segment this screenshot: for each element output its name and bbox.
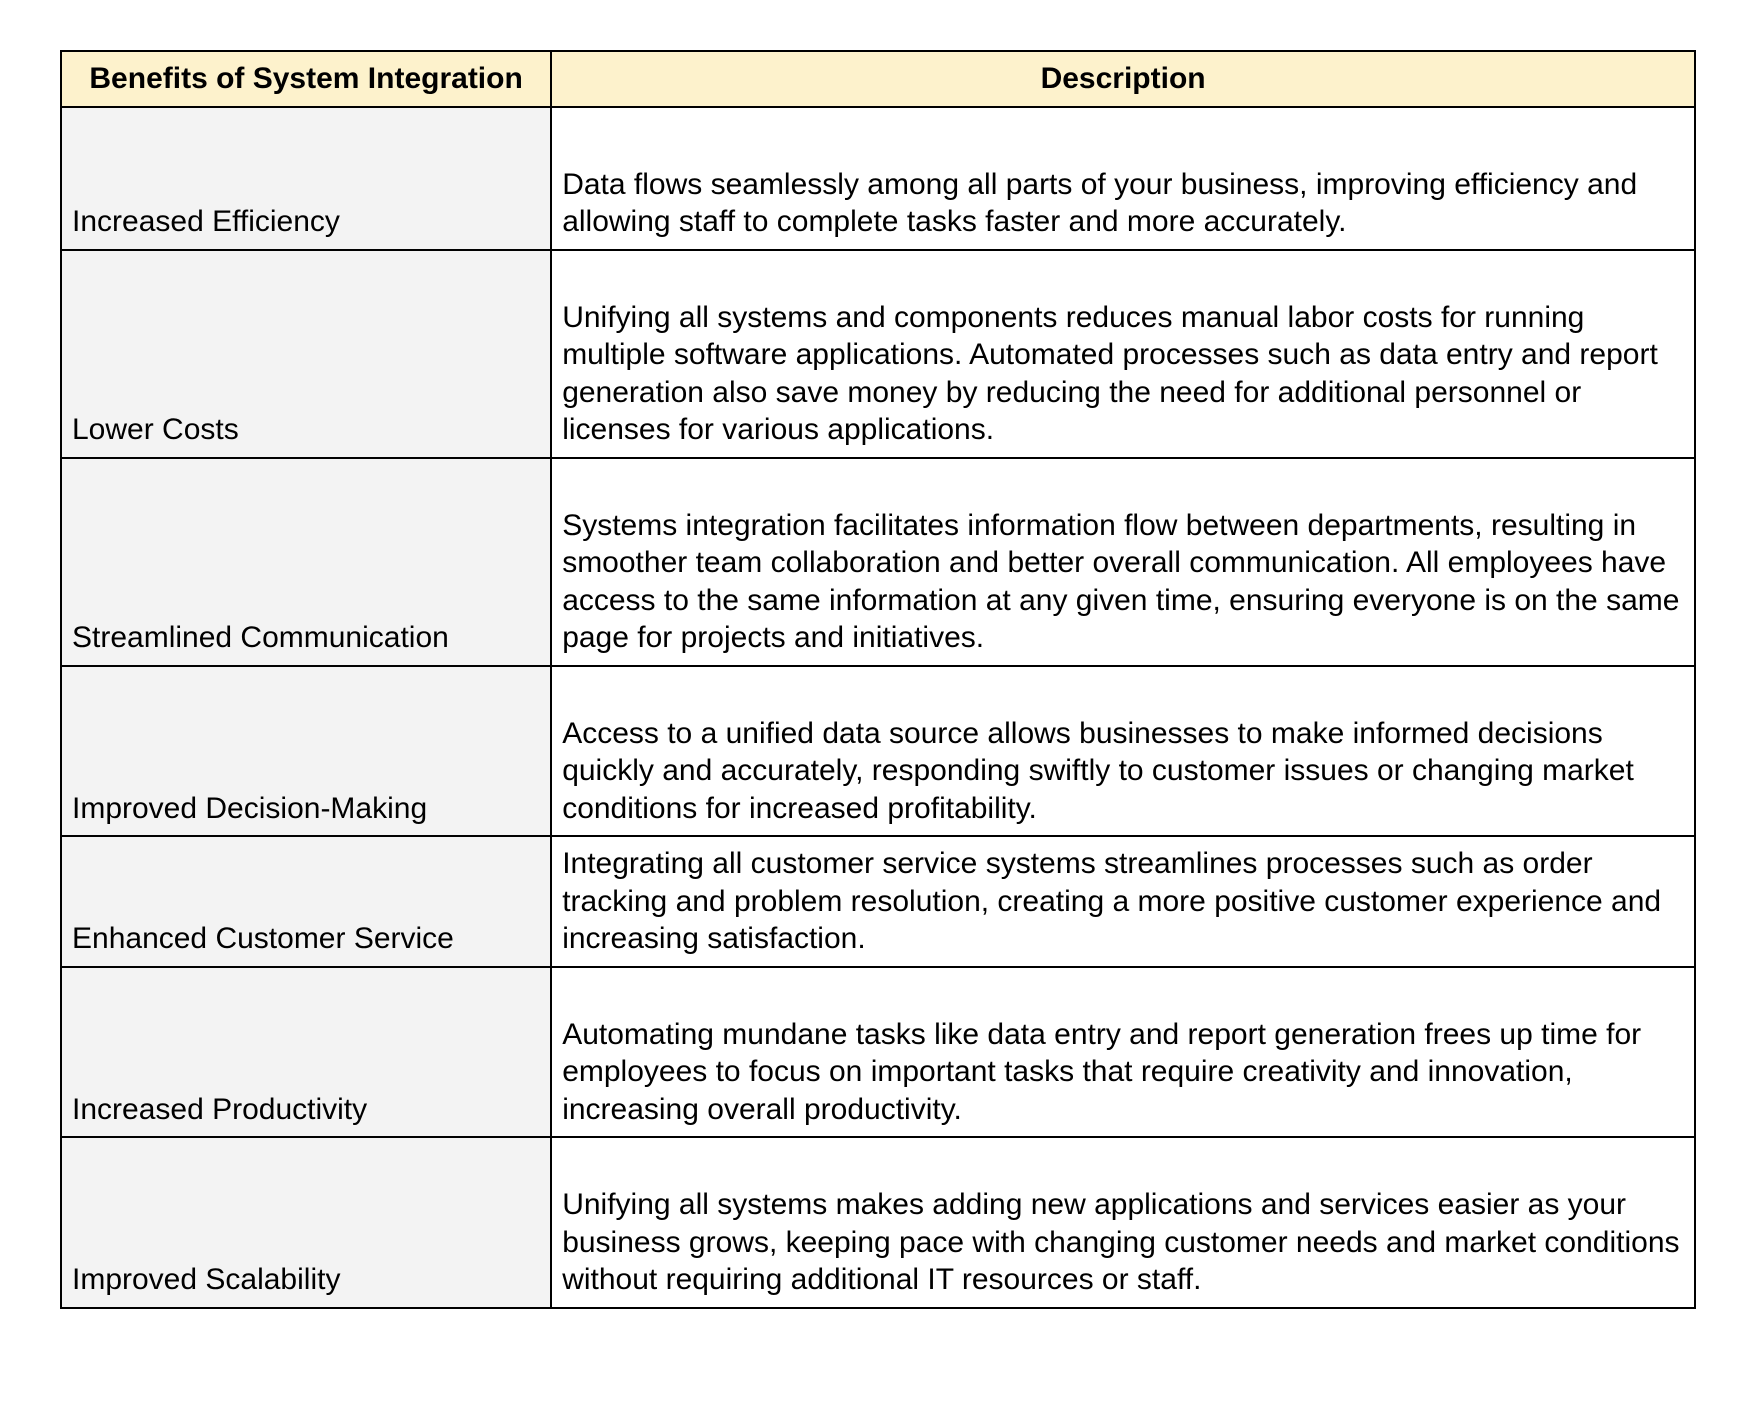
col-header-description: Description — [551, 51, 1695, 107]
benefit-cell: Enhanced Customer Service — [61, 836, 551, 967]
table-row: Streamlined Communication Systems integr… — [61, 458, 1695, 666]
page-wrap: Benefits of System Integration Descripti… — [0, 0, 1756, 1359]
description-cell: Automating mundane tasks like data entry… — [551, 967, 1695, 1138]
benefit-cell: Lower Costs — [61, 250, 551, 458]
description-cell: Data flows seamlessly among all parts of… — [551, 107, 1695, 250]
table-row: Increased Efficiency Data flows seamless… — [61, 107, 1695, 250]
description-cell: Access to a unified data source allows b… — [551, 666, 1695, 837]
description-cell: Unifying all systems makes adding new ap… — [551, 1137, 1695, 1308]
benefit-cell: Improved Scalability — [61, 1137, 551, 1308]
benefits-table: Benefits of System Integration Descripti… — [60, 50, 1696, 1309]
description-cell: Integrating all customer service systems… — [551, 836, 1695, 967]
benefit-cell: Improved Decision-Making — [61, 666, 551, 837]
benefit-cell: Increased Productivity — [61, 967, 551, 1138]
description-cell: Systems integration facilitates informat… — [551, 458, 1695, 666]
table-row: Enhanced Customer Service Integrating al… — [61, 836, 1695, 967]
table-row: Improved Decision-Making Access to a uni… — [61, 666, 1695, 837]
col-header-benefit: Benefits of System Integration — [61, 51, 551, 107]
table-row: Improved Scalability Unifying all system… — [61, 1137, 1695, 1308]
table-header-row: Benefits of System Integration Descripti… — [61, 51, 1695, 107]
benefit-cell: Streamlined Communication — [61, 458, 551, 666]
benefit-cell: Increased Efficiency — [61, 107, 551, 250]
table-row: Increased Productivity Automating mundan… — [61, 967, 1695, 1138]
description-cell: Unifying all systems and components redu… — [551, 250, 1695, 458]
table-row: Lower Costs Unifying all systems and com… — [61, 250, 1695, 458]
